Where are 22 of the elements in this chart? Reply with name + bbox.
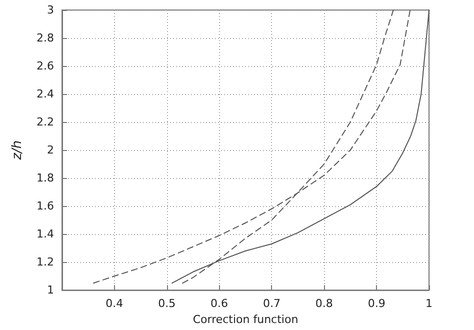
y-tick-label: 1.4	[36, 228, 54, 241]
y-tick-label: 2.8	[36, 32, 54, 45]
y-tick-label: 2.4	[36, 88, 54, 101]
line-series	[92, 10, 411, 284]
y-tick-label: 3	[47, 4, 54, 16]
x-axis-title: Correction function	[192, 313, 298, 326]
line-series	[172, 10, 430, 284]
y-tick-label: 2.6	[36, 60, 54, 73]
y-tick-label: 1	[47, 284, 54, 297]
x-tick-label: 0.4	[106, 297, 124, 310]
x-tick-label: 0.9	[368, 297, 386, 310]
y-tick-label: 2	[47, 144, 54, 157]
x-tick-label: 0.6	[210, 297, 228, 310]
x-tick-label: 0.8	[315, 297, 333, 310]
x-tick-label: 1	[426, 297, 432, 310]
y-tick-label: 2.2	[36, 116, 54, 129]
y-tick-label: 1.2	[36, 256, 54, 269]
y-tick-label: 1.8	[36, 172, 54, 185]
y-axis-title: z/h	[10, 140, 25, 161]
y-tick-label: 1.6	[36, 200, 54, 213]
x-tick-label: 0.5	[158, 297, 176, 310]
x-tick-label: 0.7	[262, 297, 280, 310]
